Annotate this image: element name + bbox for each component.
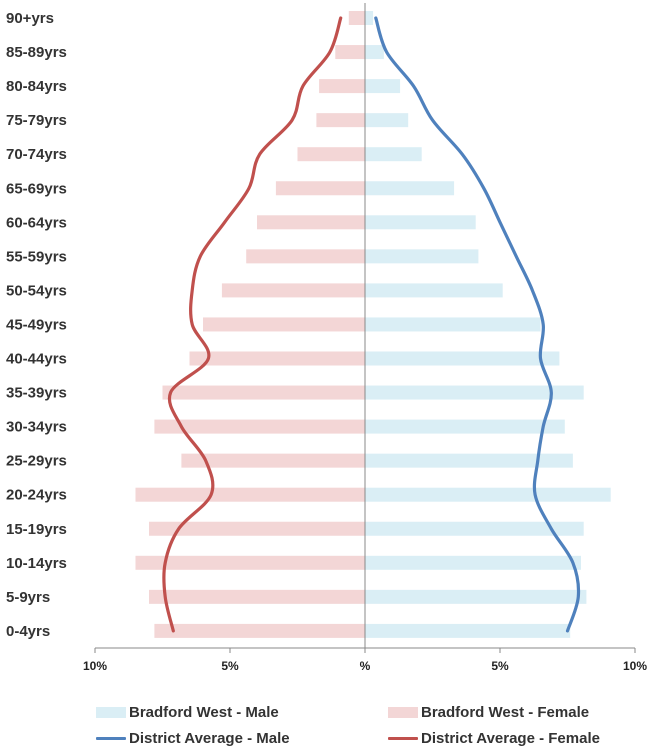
category-label: 40-44yrs [6,351,67,368]
bar-bradford-female [154,623,365,638]
bar-bradford-male [365,589,587,604]
x-tick-label: 10% [623,659,647,673]
bar-bradford-male [365,283,503,298]
series-lines [162,16,581,633]
category-label: 75-79yrs [6,112,67,129]
legend-swatch-bradford-female [388,707,418,718]
bar-bradford-female [297,147,365,162]
bar-bradford-male [365,113,409,128]
bar-bradford-female [189,351,365,366]
bar-bradford-male [365,487,611,502]
bar-bradford-female [335,45,365,60]
bar-bradford-male [365,555,581,570]
bar-bradford-male [365,147,422,162]
category-label: 25-29yrs [6,453,67,470]
x-tick-label: 5% [221,659,239,673]
category-label: 45-49yrs [6,316,67,333]
category-label: 70-74yrs [6,146,67,163]
category-label: 65-69yrs [6,180,67,197]
bar-bradford-male [365,351,560,366]
bar-bradford-female [246,249,365,264]
bar-bradford-male [365,45,384,60]
category-label: 60-64yrs [6,214,67,231]
bar-bradford-female [221,283,365,298]
legend-label-district-male: District Average - Male [129,730,290,747]
category-label: 55-59yrs [6,248,67,265]
x-tick-label: 10% [83,659,107,673]
category-labels: 90+yrs 85-89yrs 80-84yrs 75-79yrs 70-74yrs 65… [6,10,67,640]
category-label: 20-24yrs [6,487,67,504]
bar-bradford-male [365,79,401,94]
legend-label-bradford-female: Bradford West - Female [421,704,590,721]
bar-bradford-female [162,385,365,400]
bar-bradford-female [203,317,365,332]
category-label: 15-19yrs [6,521,67,538]
category-label: 90+yrs [6,10,54,27]
bar-bradford-female [149,521,365,536]
bar-bradford-male [365,385,584,400]
category-label: 50-54yrs [6,282,67,299]
legend-swatch-district-male [96,737,126,740]
line-district-female [162,16,343,633]
bar-bradford-male [365,181,455,196]
legend-swatch-district-female [388,737,418,740]
legend-item-district-male: District Average - Male [96,730,290,747]
bar-bradford-male [365,419,565,434]
legend-label-bradford-male: Bradford West - Male [129,704,279,721]
legend-label-district-female: District Average - Female [421,730,600,747]
legend-swatch-bradford-male [96,707,126,718]
bar-bradford-male [365,521,584,536]
bar-bradford-male [365,453,573,468]
x-tick-label: % [360,659,371,673]
axes: 10% 5%% 5% 10% [83,3,647,673]
legend-item-district-female: District Average - Female [388,730,600,747]
category-label: 80-84yrs [6,78,67,95]
legend-item-bradford-male: Bradford West - Male [96,704,279,721]
bar-bradford-male [365,317,541,332]
bar-bradford-female [135,487,365,502]
population-pyramid-chart: 90+yrs 85-89yrs 80-84yrs 75-79yrs 70-74yrs 65… [6,3,647,673]
bar-bradford-female [319,79,365,94]
bar-bradford-female [135,555,365,570]
x-tick-label: 5% [491,659,509,673]
bar-bradford-female [316,113,365,128]
bar-bradford-male [365,11,374,25]
bar-bradford-female [348,11,365,25]
bar-bradford-female [149,589,365,604]
category-label: 0-4yrs [6,623,50,640]
bar-bradford-female [257,215,365,230]
bar-bradford-female [154,419,365,434]
category-label: 30-34yrs [6,419,67,436]
bar-bradford-male [365,249,479,264]
bar-bradford-male [365,623,571,638]
bar-bradford-female [181,453,365,468]
category-label: 5-9yrs [6,589,50,606]
line-district-male [374,16,581,633]
bars [135,11,611,638]
legend: Bradford West - Male Bradford West - Fem… [0,700,647,747]
category-label: 85-89yrs [6,44,67,61]
bar-bradford-female [275,181,365,196]
category-label: 35-39yrs [6,385,67,402]
category-label: 10-14yrs [6,555,67,572]
legend-item-bradford-female: Bradford West - Female [388,704,589,721]
bar-bradford-male [365,215,476,230]
